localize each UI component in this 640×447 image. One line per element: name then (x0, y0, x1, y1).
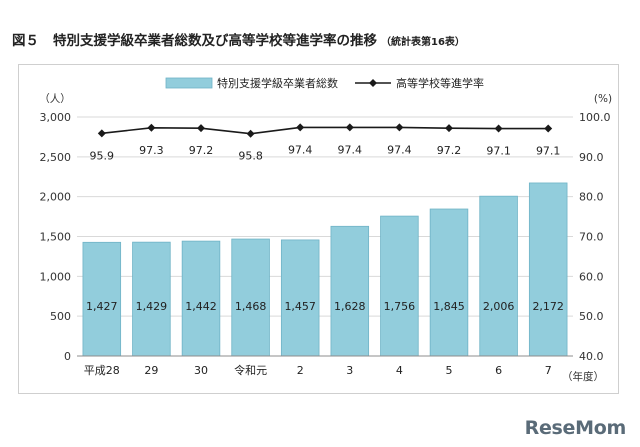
x-tick-label: 29 (144, 364, 158, 377)
y-left-tick-label: 500 (50, 310, 71, 323)
bar-value-label: 1,756 (384, 300, 416, 313)
legend-line-label: 高等学校等進学率 (396, 76, 484, 90)
figure-note: （統計表第16表） (381, 37, 465, 48)
bar-value-label: 1,468 (235, 300, 267, 313)
x-tick-label: 6 (495, 364, 502, 377)
y-right-tick-label: 80.0 (579, 191, 604, 204)
rate-marker (544, 124, 553, 133)
legend-bar-swatch (165, 77, 213, 89)
bar (132, 241, 171, 357)
x-tick-label: 5 (446, 364, 453, 377)
rate-value-label: 97.3 (139, 144, 164, 157)
y-right-tick-label: 50.0 (579, 310, 604, 323)
bar (528, 182, 568, 357)
resemom-logo: ReseMom (524, 417, 627, 439)
y-left-tick-label: 1,500 (40, 231, 72, 244)
bar (330, 225, 370, 357)
y-right-tick-label: 70.0 (579, 231, 604, 244)
y-right-tick-label: 90.0 (579, 151, 604, 164)
rate-value-label: 97.4 (338, 143, 363, 156)
rate-marker (494, 124, 503, 133)
rate-value-label: 95.8 (238, 150, 263, 163)
bar (380, 215, 419, 357)
bar (82, 241, 122, 357)
bar (479, 195, 518, 357)
bar-value-label: 2,006 (483, 300, 514, 313)
bar-value-label: 1,628 (334, 300, 366, 313)
x-tick-label: 30 (194, 364, 208, 377)
y-right-unit: (%) (594, 93, 612, 105)
x-tick-label: 4 (396, 364, 403, 377)
rate-line (101, 126, 549, 135)
rate-marker (296, 123, 305, 132)
y-left-tick-label: 0 (64, 350, 71, 363)
bar (429, 208, 469, 357)
legend-line-marker (369, 79, 377, 87)
y-right-tick-label: 100.0 (579, 111, 611, 124)
rate-value-label: 97.4 (288, 143, 313, 156)
bar-value-label: 1,457 (284, 300, 316, 313)
rate-marker (147, 123, 156, 132)
bar (181, 240, 221, 357)
y-left-tick-label: 3,000 (40, 111, 72, 124)
y-left-tick-label: 1,000 (40, 270, 72, 283)
x-axis-unit: （年度） (562, 370, 604, 383)
rate-marker (197, 124, 205, 133)
rate-value-label: 97.4 (387, 143, 412, 156)
bar-value-label: 2,172 (532, 300, 564, 313)
y-right-tick-label: 40.0 (579, 350, 604, 363)
bar-value-label: 1,427 (86, 300, 118, 313)
rate-value-label: 97.1 (536, 145, 561, 158)
legend-bar-label: 特別支援学級卒業者総数 (217, 76, 338, 90)
figure-number: 図５ (12, 33, 39, 49)
rate-marker (445, 124, 453, 133)
combo-chart: 0 500 1,000 1,500 2,000 2,500 3,000 40.0 50.0 60.… (39, 76, 612, 383)
y-left-unit: （人） (39, 93, 71, 105)
x-tick-label: 平成28 (84, 364, 120, 377)
rate-value-label: 97.2 (189, 144, 214, 157)
y-left-tick-label: 2,500 (40, 151, 72, 164)
rate-value-label: 97.1 (486, 145, 511, 158)
rate-value-label: 97.2 (437, 144, 462, 157)
figure-title-text: 特別支援学級卒業者総数及び高等学校等進学率の推移 (53, 33, 377, 49)
rate-value-label: 95.9 (90, 149, 115, 162)
rate-marker (395, 123, 404, 132)
rate-marker (97, 129, 106, 138)
rate-marker (345, 123, 354, 132)
bar-value-label: 1,845 (433, 300, 465, 313)
y-right-tick-label: 60.0 (579, 270, 604, 283)
figure-title: 図５ 特別支援学級卒業者総数及び高等学校等進学率の推移 （統計表第16表） (12, 29, 622, 49)
x-tick-label: 7 (545, 364, 552, 377)
chart-frame: 0 500 1,000 1,500 2,000 2,500 3,000 40.0 50.0 60.… (18, 64, 619, 394)
x-tick-label: 令和元 (234, 363, 267, 377)
rate-marker (246, 129, 255, 138)
x-tick-label: 3 (346, 364, 353, 377)
y-left-tick-label: 2,000 (40, 191, 72, 204)
bar (231, 238, 270, 357)
bar-value-label: 1,429 (136, 300, 168, 313)
x-tick-label: 2 (297, 364, 304, 377)
bar-value-label: 1,442 (185, 300, 217, 313)
bar (280, 239, 320, 357)
